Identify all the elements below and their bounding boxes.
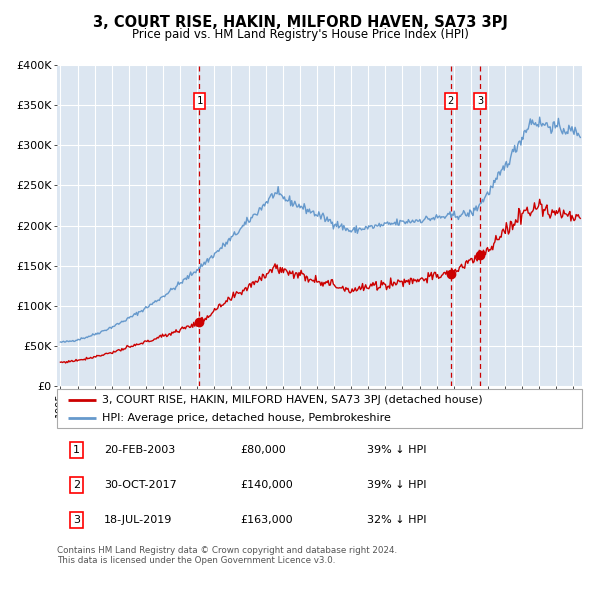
Text: £80,000: £80,000 <box>241 445 287 455</box>
Text: Price paid vs. HM Land Registry's House Price Index (HPI): Price paid vs. HM Land Registry's House … <box>131 28 469 41</box>
Text: 20-FEB-2003: 20-FEB-2003 <box>104 445 176 455</box>
Text: 39% ↓ HPI: 39% ↓ HPI <box>367 480 426 490</box>
Text: 1: 1 <box>196 96 203 106</box>
Text: 2: 2 <box>73 480 80 490</box>
Text: HPI: Average price, detached house, Pembrokeshire: HPI: Average price, detached house, Pemb… <box>101 413 391 423</box>
Text: 3, COURT RISE, HAKIN, MILFORD HAVEN, SA73 3PJ (detached house): 3, COURT RISE, HAKIN, MILFORD HAVEN, SA7… <box>101 395 482 405</box>
Text: 32% ↓ HPI: 32% ↓ HPI <box>367 515 426 525</box>
Text: 3, COURT RISE, HAKIN, MILFORD HAVEN, SA73 3PJ: 3, COURT RISE, HAKIN, MILFORD HAVEN, SA7… <box>92 15 508 30</box>
FancyBboxPatch shape <box>57 389 582 428</box>
Text: 3: 3 <box>73 515 80 525</box>
Text: 2: 2 <box>448 96 454 106</box>
Text: 30-OCT-2017: 30-OCT-2017 <box>104 480 177 490</box>
Text: £140,000: £140,000 <box>241 480 293 490</box>
Text: 18-JUL-2019: 18-JUL-2019 <box>104 515 173 525</box>
Text: £163,000: £163,000 <box>241 515 293 525</box>
Text: 39% ↓ HPI: 39% ↓ HPI <box>367 445 426 455</box>
Text: 3: 3 <box>477 96 483 106</box>
Text: Contains HM Land Registry data © Crown copyright and database right 2024.
This d: Contains HM Land Registry data © Crown c… <box>57 546 397 565</box>
Text: 1: 1 <box>73 445 80 455</box>
